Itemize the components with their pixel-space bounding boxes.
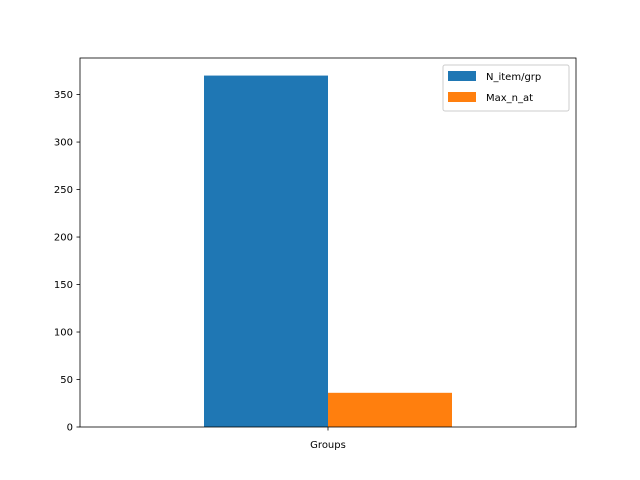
legend-swatch xyxy=(448,92,476,102)
bars-group xyxy=(204,75,452,428)
y-tick-label: 100 xyxy=(54,328,73,339)
y-axis: 0 50 100 150 200 250 300 350 xyxy=(54,90,80,434)
y-tick-label: 200 xyxy=(54,233,73,244)
y-tick-label: 0 xyxy=(67,423,73,434)
legend-label: Max_n_at xyxy=(486,93,533,104)
bar-n-item-grp-groups xyxy=(204,75,328,428)
bar-max-n-at-groups xyxy=(328,392,452,427)
legend-label: N_item/grp xyxy=(486,72,541,83)
plot-frame xyxy=(79,57,577,428)
legend: N_item/grp Max_n_at xyxy=(442,64,570,112)
x-axis: Groups xyxy=(310,427,346,451)
y-tick-label: 150 xyxy=(54,280,73,291)
y-tick-label: 350 xyxy=(54,90,73,101)
legend-swatch xyxy=(448,71,476,81)
y-tick-label: 50 xyxy=(60,375,73,386)
x-tick-label: Groups xyxy=(310,440,346,451)
y-tick-label: 300 xyxy=(54,138,73,149)
y-tick-label: 250 xyxy=(54,185,73,196)
